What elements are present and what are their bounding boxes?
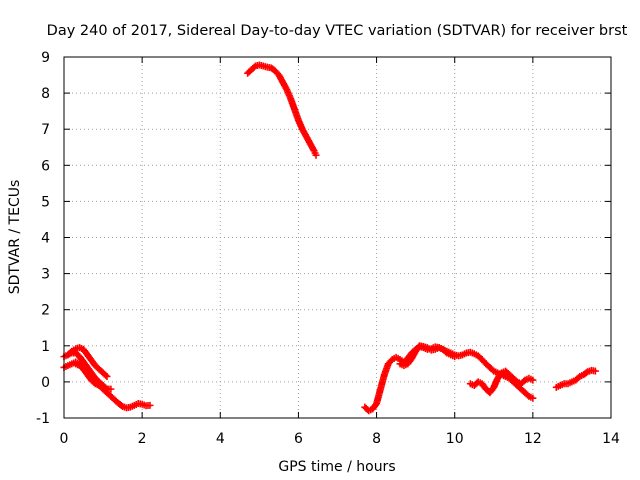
y-tick-label: -1 <box>36 411 50 427</box>
y-tick-label: 8 <box>41 86 50 102</box>
data-point <box>529 394 537 402</box>
data-points <box>60 61 599 415</box>
data-point <box>312 151 320 159</box>
y-tick-label: 0 <box>41 375 50 391</box>
data-point <box>107 385 115 393</box>
y-tick-label: 5 <box>41 194 50 210</box>
series-arc-i <box>552 366 599 391</box>
x-tick-label: 8 <box>372 431 381 447</box>
data-point <box>103 372 111 380</box>
y-tick-label: 4 <box>41 231 50 247</box>
y-axis-label: SDTVAR / TECUs <box>7 180 23 295</box>
x-tick-label: 2 <box>138 431 147 447</box>
x-tick-label: 6 <box>294 431 303 447</box>
y-tick-label: 6 <box>41 158 50 174</box>
chart-title: Day 240 of 2017, Sidereal Day-to-day VTE… <box>47 23 628 39</box>
data-point <box>591 367 599 375</box>
series-arc-b <box>60 358 154 412</box>
data-point <box>102 371 110 379</box>
data-point <box>451 353 459 361</box>
x-tick-label: 0 <box>60 431 69 447</box>
x-axis-label: GPS time / hours <box>278 459 395 475</box>
grid-lines <box>64 57 611 418</box>
series-arc-d <box>72 360 115 393</box>
data-point <box>529 376 537 384</box>
x-tick-label: 14 <box>602 431 620 447</box>
plot-frame <box>63 56 612 419</box>
x-tick-label: 4 <box>216 431 225 447</box>
y-tick-labels: -1 0 1 2 3 4 5 6 7 8 9 <box>36 50 50 427</box>
x-tick-labels: 0 2 4 6 8 10 12 14 <box>60 431 620 447</box>
data-point <box>146 401 154 409</box>
y-tick-label: 1 <box>41 339 50 355</box>
y-tick-label: 7 <box>41 122 50 138</box>
y-tick-label: 2 <box>41 303 50 319</box>
series-arc-e <box>244 61 320 159</box>
y-tick-label: 3 <box>41 267 50 283</box>
series-arc-g <box>396 342 459 370</box>
y-tick-label: 9 <box>41 50 50 66</box>
x-tick-label: 10 <box>446 431 464 447</box>
series-arc-h <box>466 367 537 397</box>
x-tick-label: 12 <box>524 431 542 447</box>
